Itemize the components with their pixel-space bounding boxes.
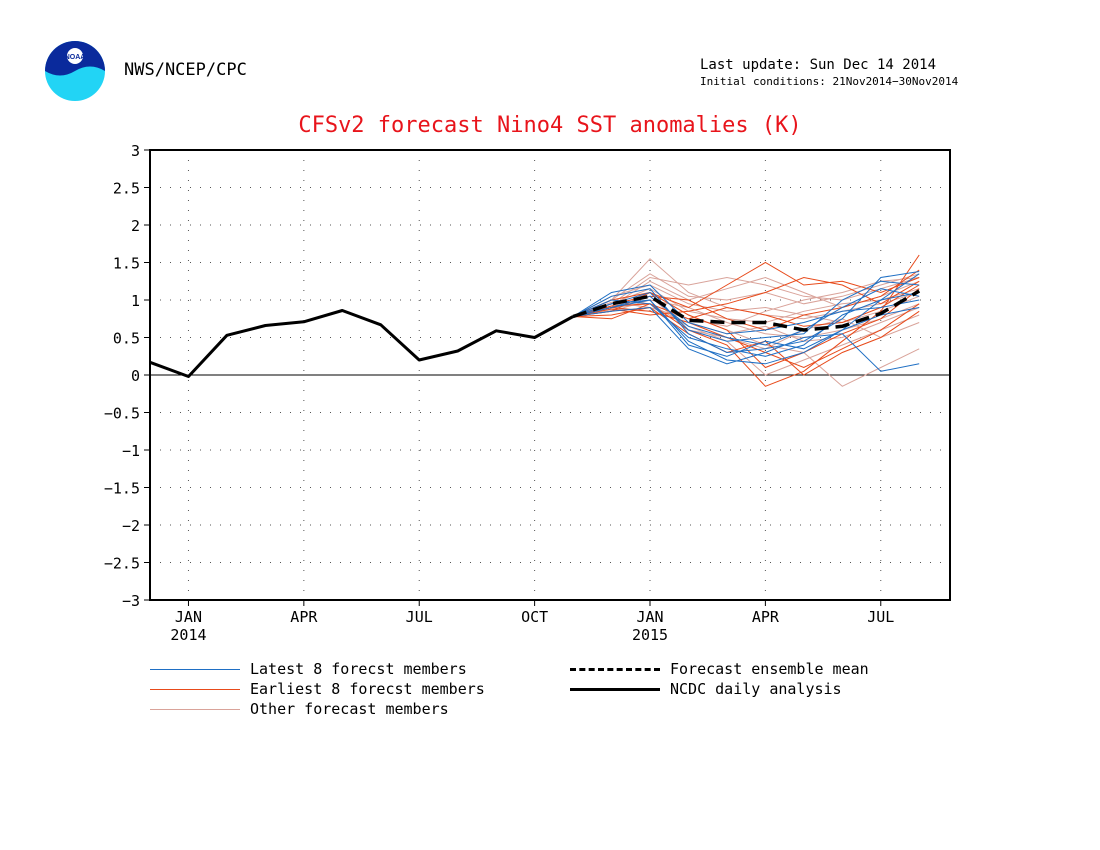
legend-earliest: Earliest 8 forecst members — [150, 680, 485, 698]
x-tick-label: JUL — [867, 608, 894, 626]
y-tick-label: 1 — [131, 292, 140, 310]
earliest-member-line — [573, 276, 920, 317]
last-update-text: Last update: Sun Dec 14 2014 — [700, 57, 937, 73]
earliest-member-line — [573, 306, 920, 376]
agency-label: NWS/NCEP/CPC — [124, 60, 247, 80]
chart-title: CFSv2 forecast Nino4 SST anomalies (K) — [298, 113, 802, 138]
legend-swatch-latest — [150, 668, 240, 670]
y-tick-label: −0.5 — [104, 405, 140, 423]
y-tick-label: 0 — [131, 367, 140, 385]
y-tick-label: −1.5 — [104, 480, 140, 498]
x-tick-year-label: 2014 — [170, 626, 206, 640]
y-tick-label: 1.5 — [113, 255, 140, 273]
latest-member-line — [572, 273, 920, 365]
analysis-line — [149, 309, 574, 378]
legend-swatch-mean — [570, 667, 660, 671]
legend-label-latest: Latest 8 forecst members — [250, 660, 467, 678]
other-member-line — [572, 284, 920, 324]
noaa-logo: NOAA — [45, 41, 105, 101]
y-tick-label: −3 — [122, 592, 140, 610]
y-tick-label: −2 — [122, 517, 140, 535]
legend-label-analysis: NCDC daily analysis — [670, 680, 842, 698]
latest-member-line — [573, 306, 920, 372]
plot-frame — [149, 149, 951, 601]
legend-latest: Latest 8 forecst members — [150, 660, 467, 678]
y-tick-label: −1 — [122, 442, 140, 460]
legend-label-other: Other forecast members — [250, 700, 449, 718]
latest-member-line — [572, 299, 920, 357]
legend-swatch-other — [150, 708, 240, 710]
x-tick-label: OCT — [521, 608, 548, 626]
y-tick-label: 3 — [131, 142, 140, 160]
latest-member-line — [572, 280, 920, 342]
earliest-member-line — [572, 269, 920, 331]
legend-mean: Forecast ensemble mean — [570, 660, 869, 678]
x-tick-label: JUL — [406, 608, 433, 626]
x-tick-label: APR — [752, 608, 780, 626]
x-tick-label: JAN — [636, 608, 663, 626]
legend-swatch-analysis — [570, 687, 660, 691]
initial-conditions-text: Initial conditions: 21Nov2014−30Nov2014 — [700, 75, 959, 88]
x-tick-label: APR — [290, 608, 318, 626]
noaa-logo-text: NOAA — [65, 54, 86, 61]
legend-analysis: NCDC daily analysis — [570, 680, 842, 698]
x-tick-year-label: 2015 — [632, 626, 668, 640]
y-tick-label: −2.5 — [104, 555, 140, 573]
y-tick-label: 2 — [131, 217, 140, 235]
legend-label-mean: Forecast ensemble mean — [670, 660, 869, 678]
legend-swatch-earliest — [150, 688, 240, 690]
legend-label-earliest: Earliest 8 forecst members — [250, 680, 485, 698]
latest-member-line — [572, 284, 920, 335]
y-tick-label: 2.5 — [113, 180, 140, 198]
nino4-chart: 32.521.510.50−0.5−1−1.5−2−2.5−3JAN2014AP… — [104, 142, 951, 640]
ensemble-mean-line — [572, 289, 921, 332]
x-tick-label: JAN — [175, 608, 202, 626]
other-member-line — [573, 307, 920, 342]
legend-other: Other forecast members — [150, 700, 449, 718]
y-tick-label: 0.5 — [113, 330, 140, 348]
